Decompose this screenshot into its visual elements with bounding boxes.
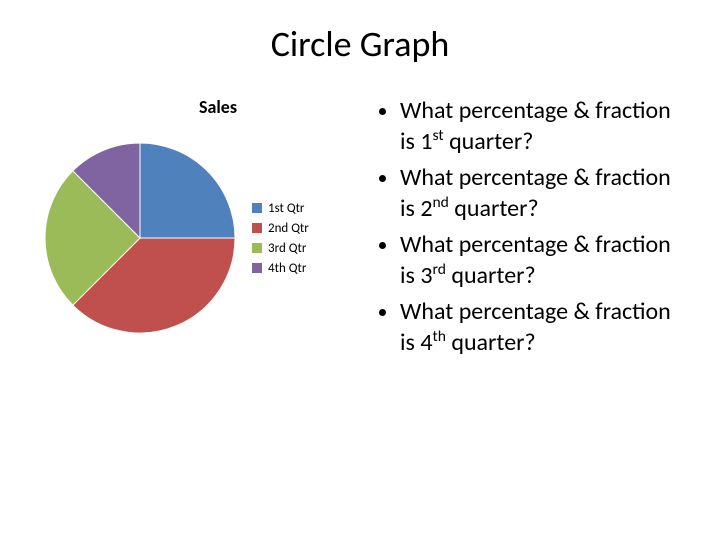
legend-item: 1st Qtr xyxy=(252,201,309,216)
bullet-list: What percentage & fraction is 1st quarte… xyxy=(370,96,680,364)
pie-chart xyxy=(40,138,240,338)
bullet-item: What percentage & fraction is 4th quarte… xyxy=(400,297,680,358)
legend-swatch xyxy=(252,263,262,273)
pie-slice xyxy=(140,143,235,238)
legend-label: 2nd Qtr xyxy=(268,221,309,236)
ordinal-suffix: th xyxy=(432,327,445,346)
legend-label: 3rd Qtr xyxy=(268,241,306,256)
chart-block: Sales 1st Qtr 2nd Qtr 3rd Qtr 4th Qtr xyxy=(40,96,360,364)
bullet-item: What percentage & fraction is 3rd quarte… xyxy=(400,230,680,291)
bullet-item: What percentage & fraction is 2nd quarte… xyxy=(400,163,680,224)
legend-swatch xyxy=(252,223,262,233)
legend-item: 2nd Qtr xyxy=(252,221,309,236)
legend-label: 1st Qtr xyxy=(268,201,304,216)
slide-title: Circle Graph xyxy=(0,0,720,66)
bullet-item: What percentage & fraction is 1st quarte… xyxy=(400,96,680,157)
content-row: Sales 1st Qtr 2nd Qtr 3rd Qtr 4th Qtr What … xyxy=(0,66,720,364)
legend-item: 3rd Qtr xyxy=(252,241,309,256)
legend-label: 4th Qtr xyxy=(268,261,306,276)
legend-swatch xyxy=(252,203,262,213)
legend-swatch xyxy=(252,243,262,253)
ordinal-suffix: st xyxy=(432,126,443,145)
chart-title: Sales xyxy=(40,96,360,118)
ordinal-suffix: rd xyxy=(432,260,445,279)
chart-row: 1st Qtr 2nd Qtr 3rd Qtr 4th Qtr xyxy=(40,138,360,338)
legend: 1st Qtr 2nd Qtr 3rd Qtr 4th Qtr xyxy=(252,196,309,281)
legend-item: 4th Qtr xyxy=(252,261,309,276)
ordinal-suffix: nd xyxy=(432,193,448,212)
